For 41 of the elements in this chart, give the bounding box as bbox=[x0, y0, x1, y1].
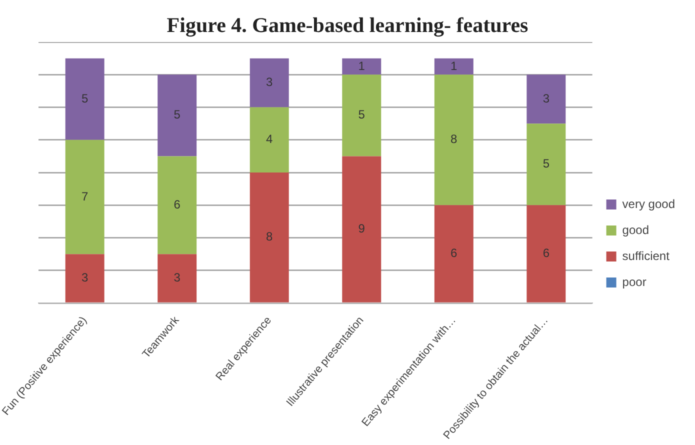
chart-title: Figure 4. Game-based learning- features bbox=[166, 12, 530, 39]
bar bbox=[434, 205, 474, 302]
legend-label: poor bbox=[622, 274, 646, 289]
data-label: 6 bbox=[450, 246, 458, 260]
bar bbox=[342, 74, 382, 156]
data-label: 5 bbox=[81, 91, 88, 106]
data-label: 3 bbox=[174, 270, 181, 285]
data-label: 8 bbox=[266, 230, 274, 244]
data-label: 3 bbox=[81, 270, 88, 285]
bar bbox=[250, 107, 289, 173]
bar bbox=[526, 205, 566, 302]
data-label: 1 bbox=[358, 58, 366, 73]
data-label: 4 bbox=[266, 132, 274, 146]
bar bbox=[250, 58, 289, 108]
data-label: 5 bbox=[542, 156, 550, 171]
legend-label: sufficient bbox=[622, 248, 670, 263]
data-label: 6 bbox=[542, 246, 550, 260]
bar bbox=[65, 140, 104, 254]
bar bbox=[158, 254, 197, 302]
bar bbox=[434, 74, 474, 206]
data-label: 7 bbox=[81, 189, 88, 204]
bar bbox=[158, 74, 197, 156]
bar bbox=[526, 74, 566, 124]
bar bbox=[526, 124, 566, 206]
bar bbox=[65, 254, 104, 302]
bar bbox=[342, 58, 382, 75]
legend-label: good bbox=[622, 222, 650, 237]
bar bbox=[250, 172, 289, 302]
data-label: 9 bbox=[358, 222, 366, 236]
data-label: 1 bbox=[450, 58, 458, 73]
bar bbox=[434, 58, 474, 75]
data-label: 3 bbox=[266, 75, 274, 90]
legend-label: very good bbox=[622, 196, 676, 211]
data-label: 5 bbox=[358, 108, 366, 122]
data-label: 8 bbox=[450, 132, 458, 146]
bar bbox=[158, 156, 197, 254]
bar bbox=[65, 58, 104, 140]
data-label: 6 bbox=[174, 197, 181, 212]
data-label: 5 bbox=[174, 108, 181, 122]
bar bbox=[342, 156, 382, 302]
data-label: 3 bbox=[542, 91, 550, 106]
